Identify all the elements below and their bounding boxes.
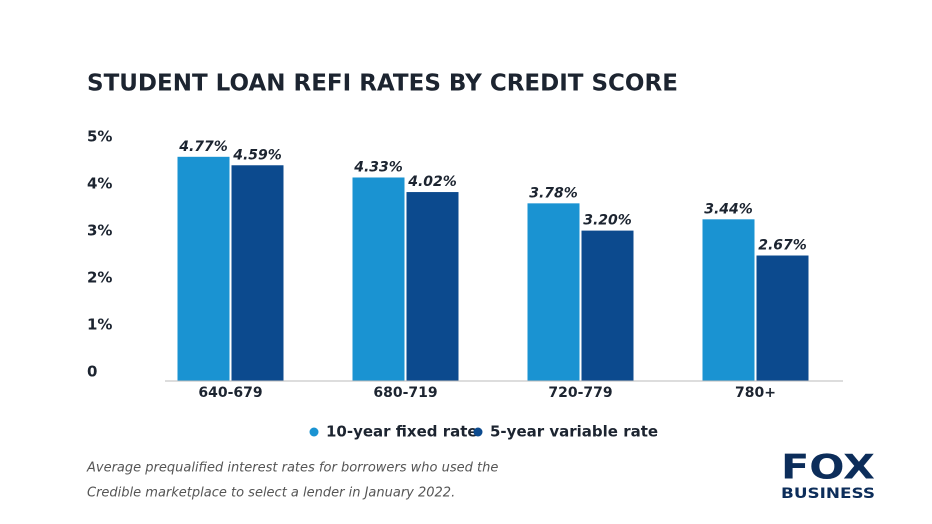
y-tick-label: 1% bbox=[87, 316, 112, 334]
y-tick-label: 3% bbox=[87, 222, 112, 240]
x-tick-label: 680-719 bbox=[373, 385, 437, 401]
legend-label: 5-year variable rate bbox=[490, 423, 658, 441]
x-tick-label: 640-679 bbox=[198, 385, 262, 401]
bar bbox=[406, 192, 459, 381]
footnote: Credible marketplace to select a lender … bbox=[87, 486, 455, 501]
value-label: 3.78% bbox=[529, 185, 578, 201]
bar bbox=[756, 255, 809, 381]
y-tick-label: 0 bbox=[87, 363, 97, 381]
x-tick-label: 720-779 bbox=[548, 385, 612, 401]
y-tick-label: 5% bbox=[87, 128, 112, 146]
bar bbox=[352, 177, 405, 381]
bar bbox=[581, 230, 634, 381]
value-label: 4.33% bbox=[353, 159, 403, 175]
legend-marker bbox=[309, 427, 319, 437]
footnote: Average prequalified interest rates for … bbox=[86, 461, 498, 476]
bar bbox=[527, 203, 580, 381]
logo-text: FOX bbox=[781, 448, 875, 488]
bar bbox=[231, 165, 284, 381]
legend-label: 10-year fixed rate bbox=[326, 423, 478, 441]
value-label: 4.59% bbox=[232, 147, 282, 163]
x-tick-label: 780+ bbox=[735, 385, 776, 401]
y-tick-label: 4% bbox=[87, 175, 112, 193]
value-label: 4.02% bbox=[407, 174, 457, 190]
chart-title: STUDENT LOAN REFI RATES BY CREDIT SCORE bbox=[87, 71, 678, 97]
y-tick-label: 2% bbox=[87, 269, 112, 287]
bar bbox=[702, 219, 755, 381]
bar bbox=[177, 156, 230, 381]
logo-text: BUSINESS bbox=[781, 486, 875, 502]
legend-marker bbox=[473, 427, 483, 437]
value-label: 3.44% bbox=[704, 201, 753, 217]
value-label: 2.67% bbox=[758, 238, 807, 254]
value-label: 4.77% bbox=[178, 139, 228, 155]
value-label: 3.20% bbox=[583, 213, 632, 229]
